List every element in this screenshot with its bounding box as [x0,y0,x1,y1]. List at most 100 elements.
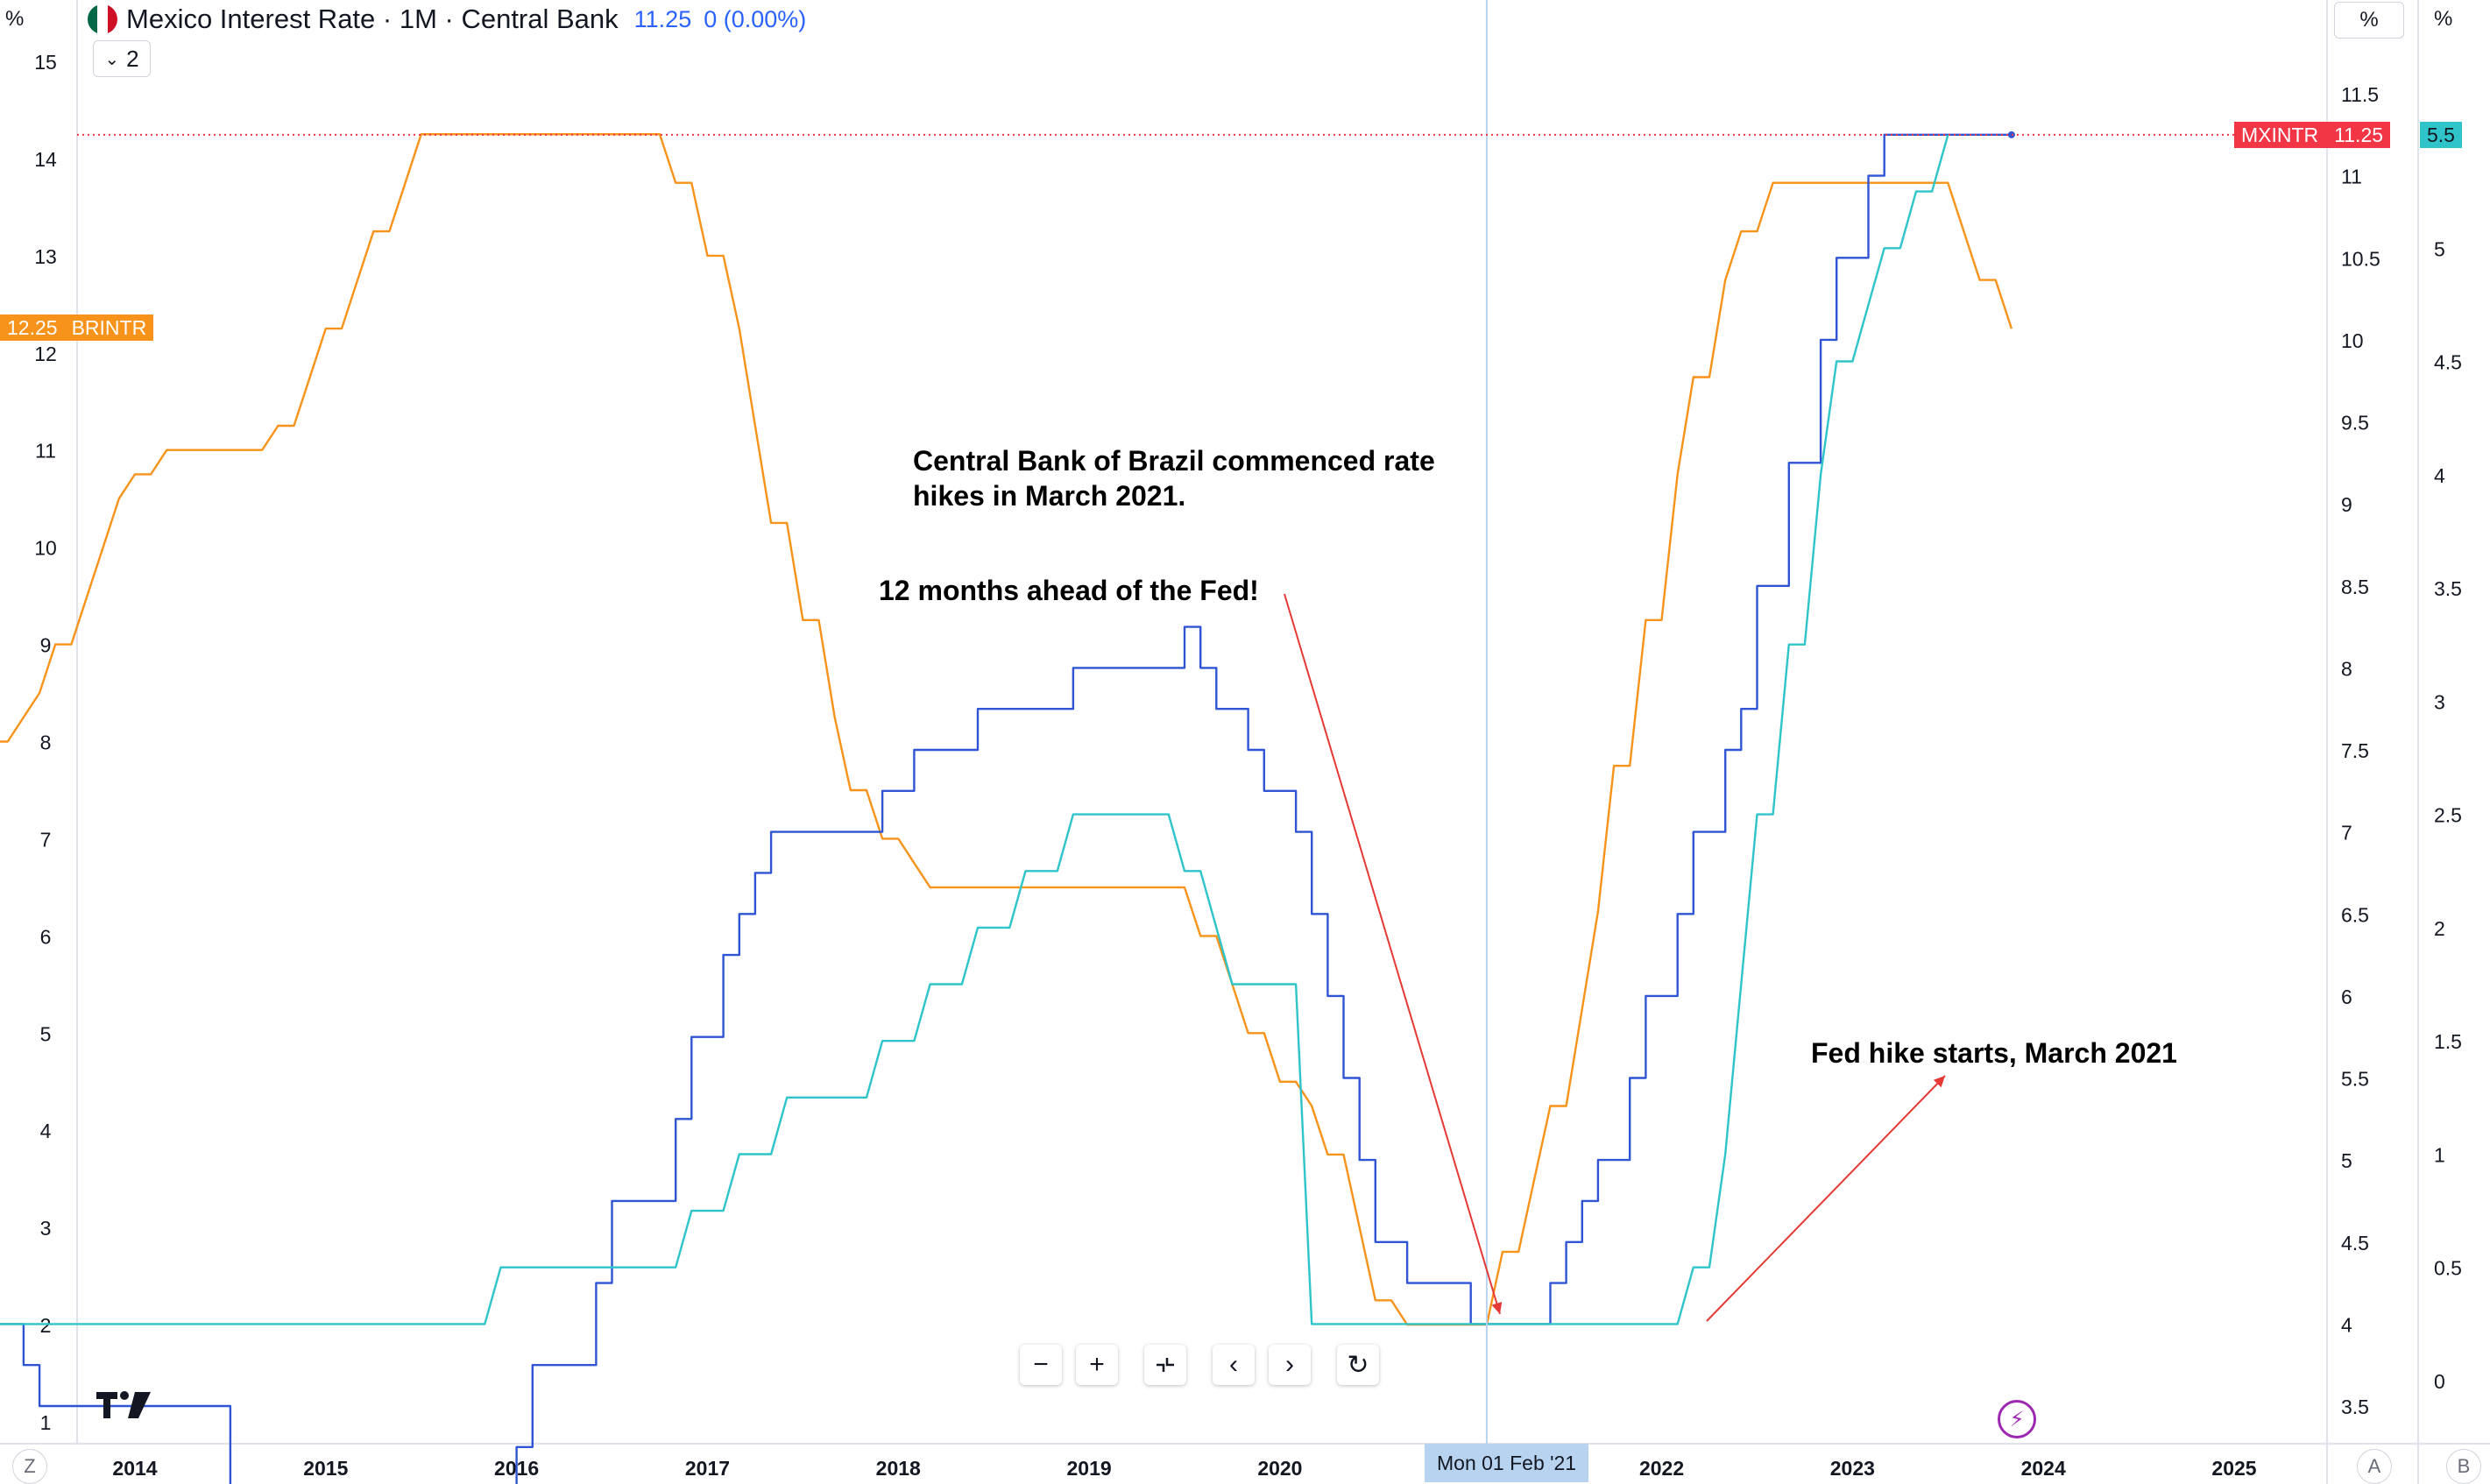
mxintr-badge-label: MXINTR [2241,123,2319,146]
ahead-annotation[interactable]: 12 months ahead of the Fed! [879,575,1259,606]
time-axis-tick-label: 2017 [685,1457,730,1480]
scroll-right-button[interactable]: › [1269,1345,1311,1385]
right-axis-tick-label: 8.5 [2341,576,2369,598]
far-right-axis-unit: % [2434,7,2453,31]
brazil-annotation-arrow-head [1491,1302,1503,1314]
brintr-price-badge: 12.25 BRINTR [0,314,154,341]
right-axis-tick-label: 10 [2341,329,2364,352]
fed-annotation-arrow [1706,1075,1946,1322]
right-axis-tick-label: 10.5 [2341,247,2380,270]
reset-scale-button[interactable] [1144,1345,1186,1385]
far-right-axis-tick-label: 1 [2434,1143,2445,1166]
brazil-annotation-line1: Central Bank of Brazil commenced rate [913,445,1435,477]
far-right-axis-tick-label: 2.5 [2434,804,2462,827]
left-axis-tick-label: 14 [34,148,57,171]
left-axis-tick-label: 12 [34,343,57,365]
time-axis-tick-label: 2014 [112,1457,157,1480]
crosshair-date: Mon 01 Feb '21 [1437,1451,1577,1474]
collapse-arrows-icon [1157,1358,1174,1372]
scale-mode-button[interactable]: B [2446,1449,2481,1484]
tradingview-logo-icon[interactable] [95,1389,152,1420]
left-axis-tick-label: 4 [40,1120,52,1142]
far-right-axis-tick-label: 5 [2434,237,2445,260]
zoom-mode-button[interactable]: Z [12,1449,47,1484]
time-axis-tick-label: 2023 [1830,1457,1875,1480]
right-axis-tick-label: 7.5 [2341,739,2369,762]
left-axis-tick-label: 3 [40,1217,52,1240]
right-axis-tick-label: 6 [2341,986,2352,1008]
left-axis-tick-label: 5 [40,1022,52,1045]
indicators-toggle-button[interactable]: ⌄ 2 [93,40,151,77]
right-axis-unit-label: % [2359,8,2379,32]
time-axis-tick-label: 2018 [876,1457,921,1480]
far-right-axis-tick-label: 2 [2434,917,2445,940]
right-axis-tick-label: 6.5 [2341,903,2369,926]
right-axis-tick-label: 9 [2341,493,2352,516]
fed-badge-value: 5.5 [2427,123,2455,146]
zoom-out-button[interactable]: − [1020,1345,1062,1385]
scroll-left-button[interactable]: ‹ [1213,1345,1255,1385]
right-axis-unit-button[interactable]: % [2334,2,2404,39]
lightning-icon[interactable]: ⚡ [1998,1400,2036,1438]
zoom-mode-label: Z [24,1455,36,1477]
left-axis-tick-label: 13 [34,245,57,268]
right-axis-tick-label: 5 [2341,1149,2352,1172]
right-axis-tick-label: 4 [2341,1313,2352,1336]
mxintr-badge-value: 11.25 [2334,123,2384,146]
time-axis-tick-label: 2015 [303,1457,348,1480]
time-axis-tick-label: 2025 [2211,1457,2256,1480]
value-change: 0 (0.00%) [704,5,807,32]
left-axis-tick-label: 8 [40,731,52,754]
mexico-flag-icon [88,4,117,34]
left-axis-unit: % [5,7,25,31]
far-right-axis-tick-label: 4 [2434,464,2445,487]
right-axis-tick-label: 3.5 [2341,1396,2369,1418]
far-right-axis-tick-label: 1.5 [2434,1030,2462,1053]
mxintr-series-line [0,133,2012,1484]
chart-header: Mexico Interest Rate · 1M · Central Bank… [88,0,806,39]
brazil-annotation[interactable]: Central Bank of Brazil commenced rate hi… [913,443,1435,513]
right-axis-tick-label: 9.5 [2341,412,2369,435]
brintr-series-line [0,133,2013,1326]
right-axis-tick-label: 8 [2341,657,2352,680]
far-right-axis-tick-label: 0.5 [2434,1257,2462,1280]
auto-scale-label: A [2367,1455,2381,1477]
far-right-axis-tick-label: 0 [2434,1370,2445,1393]
far-right-axis-tick-label: 3 [2434,690,2445,713]
right-axis-tick-label: 11.5 [2341,83,2379,106]
left-axis-tick-label: 2 [40,1314,52,1337]
left-axis-tick-label: 6 [40,925,52,948]
refresh-icon: ↻ [1347,1350,1369,1380]
chevron-right-icon: › [1285,1350,1294,1379]
right-axis-tick-label: 11 [2341,166,2362,188]
far-right-axis-tick-label: 3.5 [2434,577,2462,600]
minus-icon: − [1033,1350,1049,1379]
right-axis-tick-label: 4.5 [2341,1232,2369,1254]
left-axis-tick-label: 11 [35,440,56,463]
indicator-count: 2 [126,45,139,72]
brintr-badge-label: BRINTR [71,315,147,339]
far-right-axis-tick-label: 4.5 [2434,351,2462,374]
right-axis-tick-label: 7 [2341,822,2352,844]
left-axis-tick-label: 1 [40,1411,52,1434]
last-value: 11.25 [633,5,692,32]
fed-price-badge: 5.5 [2420,122,2462,148]
fed-annotation[interactable]: Fed hike starts, March 2021 [1811,1037,2177,1069]
reset-chart-button[interactable]: ↻ [1337,1345,1379,1385]
zoom-in-button[interactable]: + [1076,1345,1118,1385]
auto-scale-button[interactable]: A [2357,1449,2392,1484]
fed-annotation-arrow-head [1933,1076,1945,1088]
chart-navigation-toolbar: − + ‹ › ↻ [1020,1345,1379,1385]
time-axis-tick-label: 2019 [1067,1457,1112,1480]
scale-mode-label: B [2457,1455,2471,1477]
crosshair-time-label: Mon 01 Feb '21 [1425,1444,1589,1482]
brazil-annotation-line2: hikes in March 2021. [913,480,1186,512]
left-axis-tick-label: 15 [34,51,57,74]
brintr-badge-value: 12.25 [7,315,58,339]
symbol-title[interactable]: Mexico Interest Rate · 1M · Central Bank [126,4,619,34]
time-axis-tick-label: 2022 [1639,1457,1684,1480]
fed-series-line [0,134,1949,1325]
chevron-down-icon: ⌄ [104,49,120,69]
left-axis-tick-label: 10 [34,537,57,560]
